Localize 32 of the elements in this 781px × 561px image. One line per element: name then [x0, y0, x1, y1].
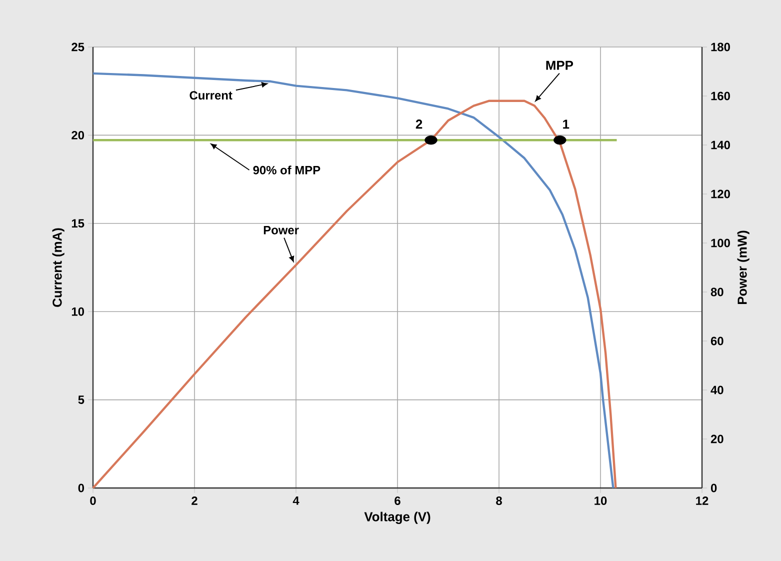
x-tick-label: 0 [90, 496, 96, 505]
series-label: Power [264, 226, 299, 234]
y-tick-label: 10 [72, 307, 84, 316]
x-tick-label: 2 [192, 496, 198, 505]
series-label: Current [190, 91, 232, 100]
y2-tick-label: 60 [710, 336, 724, 346]
y-tick-label: 0 [78, 484, 84, 492]
y-tick-label: 5 [78, 396, 84, 404]
x-tick-label: 10 [594, 496, 607, 505]
annotation: MPP [546, 60, 574, 70]
x-tick-label: 6 [394, 496, 400, 505]
y2-axis-title: Power (mW) [737, 230, 750, 304]
x-tick-label: 8 [496, 496, 502, 505]
y-tick-label: 25 [72, 42, 84, 52]
y2-tick-label: 80 [710, 288, 724, 296]
x-tick-label: 4 [292, 496, 300, 505]
y-tick-label: 20 [72, 130, 84, 140]
y2-tick-label: 20 [710, 434, 724, 444]
y2-tick-label: 40 [710, 386, 724, 394]
x-tick-label: 12 [696, 496, 708, 505]
y-tick-label: 15 [72, 219, 84, 228]
y2-tick-label: 160 [711, 92, 730, 100]
y2-tick-label: 120 [711, 190, 730, 198]
y2-tick-label: 0 [710, 484, 717, 492]
ref-line-label: 90% of MPP [253, 166, 320, 174]
y2-tick-label: 140 [711, 140, 730, 150]
x-axis-title: Voltage (V) [364, 512, 430, 524]
annotation: 1 [563, 120, 570, 129]
y2-tick-label: 180 [711, 42, 730, 52]
annotation: 2 [416, 120, 422, 129]
y-axis-title: Current (mA) [52, 228, 64, 307]
y2-tick-label: 100 [711, 238, 730, 248]
